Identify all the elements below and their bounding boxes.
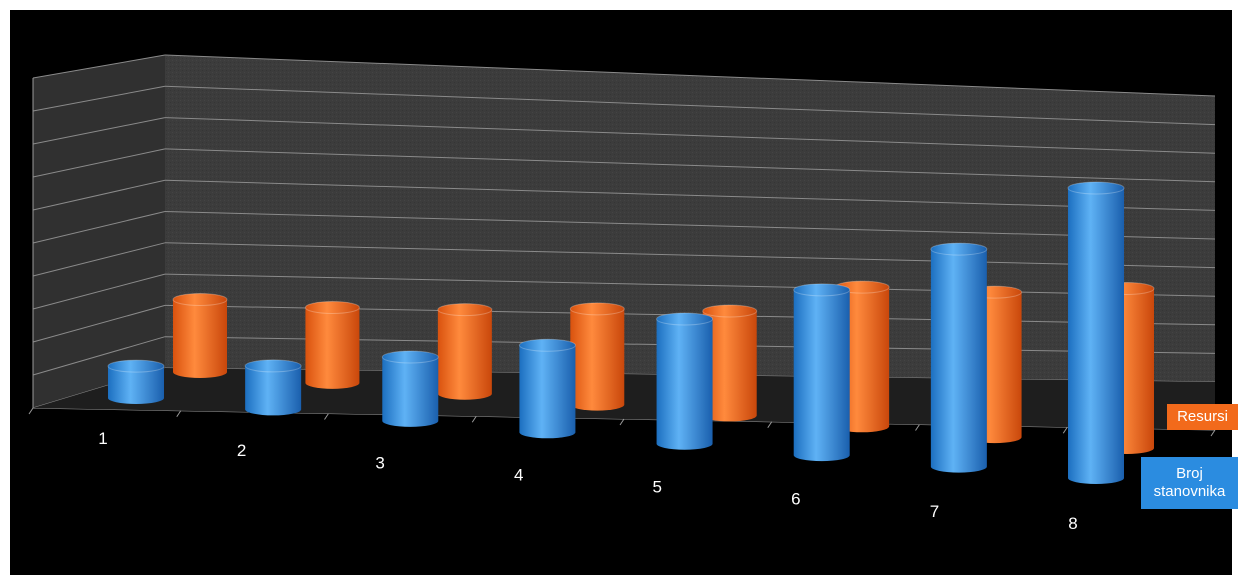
gridline <box>32 242 166 277</box>
bar-resursi-body <box>173 299 227 378</box>
bar-broj-stanovnika-top <box>793 283 851 297</box>
gridline <box>32 179 166 211</box>
category-tick <box>324 413 329 420</box>
bar-broj-stanovnika <box>518 338 576 439</box>
bar-broj-stanovnika <box>656 312 714 450</box>
bar-resursi <box>172 293 228 378</box>
bar-broj-stanovnika-body <box>930 249 987 473</box>
bar-broj-stanovnika-top <box>107 359 165 373</box>
bar-broj-stanovnika <box>107 359 165 404</box>
gridline <box>164 179 1216 211</box>
gridline <box>32 211 166 244</box>
bar-broj-stanovnika-top <box>930 242 988 256</box>
bar-broj-stanovnika-top <box>381 350 439 364</box>
category-label: 1 <box>98 429 107 448</box>
bar-broj-stanovnika-body <box>382 357 439 427</box>
bar-resursi-top <box>172 293 228 306</box>
bar-resursi <box>304 300 360 389</box>
category-tick <box>28 407 34 415</box>
bar-broj-stanovnika <box>244 359 302 416</box>
category-ticks: 1 2 3 4 5 6 7 8 <box>28 407 1216 533</box>
bar-resursi <box>437 303 493 400</box>
bar-broj-stanovnika <box>793 283 851 462</box>
gridline <box>32 85 166 112</box>
category-label: 6 <box>791 490 800 509</box>
category-tick <box>1062 426 1068 434</box>
gridline <box>164 242 1216 269</box>
bar-resursi-top <box>304 300 360 314</box>
gridline <box>164 85 1216 126</box>
bar-broj-stanovnika <box>381 350 439 427</box>
category-tick <box>619 418 625 426</box>
gridline <box>32 117 166 145</box>
bar-resursi-top <box>702 304 758 318</box>
bar-broj-stanovnika-top <box>244 359 302 373</box>
bar-broj-stanovnika-body <box>519 345 576 439</box>
category-label: 5 <box>653 478 662 497</box>
bars <box>107 181 1155 484</box>
side-wall <box>33 55 165 408</box>
bar-broj-stanovnika <box>930 242 988 473</box>
bar-broj-stanovnika-body <box>656 319 713 450</box>
gridline <box>32 336 166 376</box>
gridline <box>164 148 1216 183</box>
bar-broj-stanovnika-body <box>1068 188 1124 484</box>
bar-broj-stanovnika-top <box>518 338 576 352</box>
category-tick <box>915 424 920 431</box>
category-tick <box>767 421 773 429</box>
bar-resursi-body <box>305 307 360 389</box>
category-tick <box>471 415 477 423</box>
category-label: 4 <box>514 465 523 484</box>
category-label: 2 <box>237 441 246 460</box>
bar-resursi-body <box>702 311 757 422</box>
category-label: 7 <box>930 502 939 521</box>
gridline <box>32 148 166 178</box>
category-tick <box>1210 429 1216 437</box>
bar-resursi-top <box>437 303 493 317</box>
category-label: 3 <box>375 453 384 472</box>
bar-broj-stanovnika-body <box>793 289 850 462</box>
bar-broj-stanovnika-top <box>656 312 714 326</box>
bar-broj-stanovnika <box>1067 181 1125 484</box>
bar-broj-stanovnika-top <box>1067 181 1125 195</box>
gridline <box>164 211 1216 240</box>
legend-broj-stanovnika: Broj stanovnika <box>1141 457 1238 509</box>
bar-resursi-body <box>437 309 492 400</box>
legend-resursi: Resursi <box>1167 404 1238 430</box>
gridline <box>32 304 166 343</box>
bar-resursi-body <box>570 308 625 411</box>
bar-resursi <box>569 302 625 411</box>
bar-broj-stanovnika-body <box>245 365 302 416</box>
bar-resursi-top <box>569 302 625 316</box>
bar-broj-stanovnika-body <box>108 366 164 404</box>
bar-resursi <box>702 304 758 422</box>
category-label: 8 <box>1068 514 1077 533</box>
category-tick <box>176 410 182 418</box>
gridline <box>164 54 1216 97</box>
gridline <box>164 273 1216 297</box>
gridline <box>164 117 1216 154</box>
gridline <box>32 54 166 79</box>
gridline <box>32 273 166 310</box>
